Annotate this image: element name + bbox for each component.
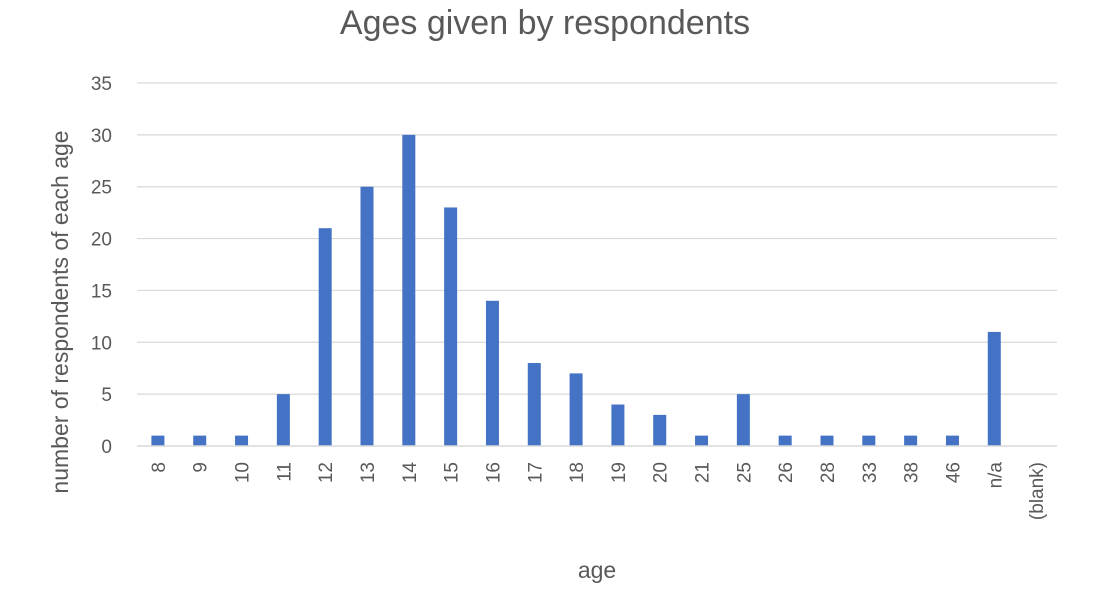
bar-8 — [151, 435, 165, 446]
bar-16 — [485, 300, 499, 446]
x-tick-label: 14 — [400, 462, 421, 484]
y-tick-label: 10 — [91, 333, 112, 354]
x-tick-label: 11 — [274, 462, 295, 482]
bar-15 — [444, 207, 458, 446]
x-tick-label: 20 — [651, 462, 672, 483]
x-axis-title: age — [578, 557, 616, 583]
bar-12 — [318, 228, 332, 446]
x-tick-label: 15 — [442, 462, 463, 483]
x-axis-ticks: 8 9 10 11 12 13 14 15 16 17 18 19 20 21 25 26 28 33 38 46 n/… — [149, 462, 1048, 521]
x-tick-label: (blank) — [1027, 462, 1048, 520]
bar-13 — [360, 186, 374, 446]
gridlines — [137, 82, 1057, 395]
y-tick-label: 20 — [91, 230, 112, 251]
bar-14 — [402, 134, 416, 446]
chart-title: Ages given by respondents — [340, 4, 750, 42]
x-tick-label: 28 — [818, 462, 839, 483]
x-tick-label: 13 — [358, 462, 379, 483]
x-tick-label: 18 — [567, 462, 588, 483]
y-axis-title: number of respondents of each age — [47, 130, 73, 493]
x-tick-label: 38 — [902, 462, 923, 483]
x-tick-label: 12 — [316, 462, 337, 483]
x-tick-label: 25 — [734, 462, 755, 483]
bar-17 — [527, 363, 541, 446]
y-tick-label: 30 — [91, 126, 112, 147]
bar-19 — [611, 404, 625, 446]
bar-25 — [736, 394, 750, 446]
bar-n/a — [987, 331, 1001, 446]
bar-18 — [569, 373, 583, 446]
x-tick-label: 8 — [149, 462, 170, 473]
x-tick-label: 26 — [776, 462, 797, 483]
x-tick-label: 9 — [191, 462, 212, 473]
y-axis-ticks: 0 5 10 15 20 25 30 35 — [91, 74, 112, 458]
x-tick-label: 46 — [943, 462, 964, 483]
bar-10 — [235, 435, 249, 446]
bar-9 — [193, 435, 207, 446]
x-tick-label: 17 — [525, 462, 546, 483]
bars — [151, 134, 1001, 446]
bar-20 — [653, 414, 667, 446]
y-tick-label: 15 — [91, 281, 112, 302]
bar-38 — [904, 435, 918, 446]
x-tick-label: 10 — [233, 462, 254, 483]
bar-33 — [862, 435, 876, 446]
y-tick-label: 0 — [101, 437, 112, 458]
bar-21 — [695, 435, 709, 446]
y-tick-label: 25 — [91, 178, 112, 199]
x-tick-label: n/a — [985, 462, 1006, 489]
y-tick-label: 35 — [91, 74, 112, 95]
bar-46 — [945, 435, 959, 446]
x-tick-label: 21 — [693, 462, 714, 483]
x-tick-label: 19 — [609, 462, 630, 483]
bar-28 — [820, 435, 834, 446]
bar-26 — [778, 435, 792, 446]
y-tick-label: 5 — [101, 385, 112, 406]
bar-11 — [276, 394, 290, 446]
x-tick-label: 33 — [860, 462, 881, 483]
x-tick-label: 16 — [483, 462, 504, 483]
